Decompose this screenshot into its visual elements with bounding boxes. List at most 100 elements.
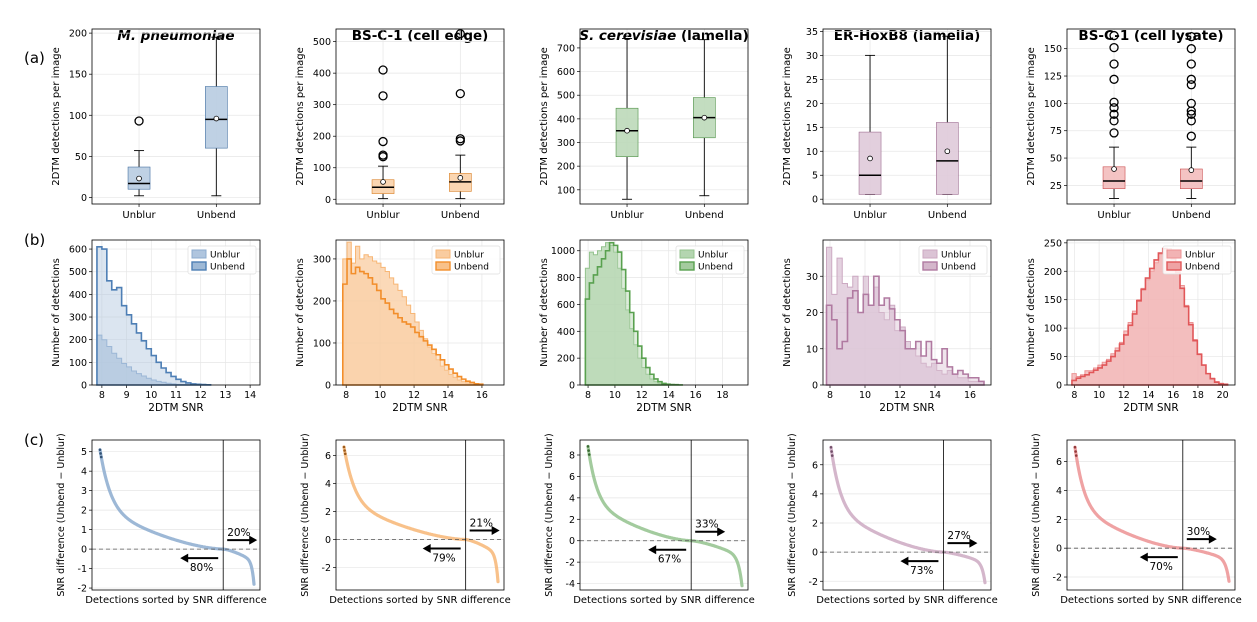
- x-tick-label: Unbend: [197, 210, 236, 221]
- y-axis-label: SNR difference (Unbend − Unblur): [544, 433, 555, 596]
- column-title-part: (lamella): [676, 28, 748, 44]
- mean-marker: [944, 148, 951, 155]
- axes-frame: [1066, 439, 1236, 591]
- y-tick-label: 8: [569, 451, 575, 462]
- y-tick-label: 400: [557, 114, 575, 125]
- x-tick-label: 16: [476, 390, 488, 401]
- outlier: [1186, 59, 1196, 69]
- y-tick-label: 2: [569, 515, 575, 526]
- legend-label-unblur: Unblur: [210, 251, 240, 261]
- y-tick-label: 0: [1056, 544, 1062, 555]
- y-tick-label: 200: [313, 132, 331, 143]
- y-axis-label: 2DTM detections per image: [295, 47, 306, 186]
- legend-label-unbend: Unbend: [941, 263, 976, 273]
- y-tick-label: 2: [81, 506, 87, 517]
- column-title: S. cerevisiae (lamella): [579, 28, 748, 44]
- y-axis-label: SNR difference (Unbend − Unblur): [300, 433, 311, 596]
- mean-marker: [457, 175, 464, 181]
- outlier: [1186, 116, 1196, 126]
- y-tick-label: 0: [325, 195, 331, 206]
- right-percent-label: 33%: [695, 519, 718, 531]
- y-tick-label: 600: [557, 67, 575, 78]
- left-percent-label: 79%: [432, 553, 455, 565]
- legend-swatch-unblur: [679, 249, 695, 259]
- outlier: [378, 150, 388, 160]
- x-tick-label: 14: [1142, 390, 1154, 401]
- legend-label-unbend: Unbend: [210, 263, 245, 273]
- y-axis-label: Number of detections: [539, 258, 550, 367]
- snr-difference-curve: [829, 445, 987, 585]
- column-title: ER-HoxB8 (lamella): [834, 28, 981, 44]
- y-tick-label: 0: [569, 381, 575, 392]
- outlier: [1109, 59, 1119, 69]
- y-tick-label: 600: [557, 300, 575, 311]
- right-arrow-head: [491, 526, 500, 536]
- x-tick-label: 16: [690, 390, 702, 401]
- x-axis-label: Detections sorted by SNR difference: [573, 595, 755, 606]
- legend-label-unblur: Unblur: [1185, 251, 1215, 261]
- y-tick-label: 6: [1056, 457, 1062, 468]
- row-label: (a): [24, 49, 45, 67]
- y-tick-label: 100: [313, 338, 331, 349]
- boxplot-facet: 0 5 10 15 20 25 30 35 Unblur Unbend 2DTM detection…: [782, 27, 992, 221]
- column-title-part: BS-C-1 (cell lysate): [1078, 28, 1223, 44]
- histogram-unbend: [341, 258, 484, 386]
- x-tick-label: 14: [244, 390, 256, 401]
- x-tick-label: Unbend: [441, 210, 480, 221]
- axes-frame: [335, 239, 505, 386]
- y-tick-label: 50: [1050, 352, 1062, 363]
- y-tick-label: 30: [806, 272, 818, 283]
- y-tick-label: 100: [69, 358, 87, 369]
- x-tick-label: 13: [219, 390, 231, 401]
- x-tick-label: 14: [929, 390, 941, 401]
- legend-label-unblur: Unblur: [454, 251, 484, 261]
- snr-difference-point: [1073, 445, 1077, 449]
- y-tick-label: 150: [1044, 44, 1062, 55]
- legend-swatch-unbend: [1166, 261, 1182, 271]
- y-axis-label: 2DTM detections per image: [51, 47, 62, 186]
- x-tick-label: 8: [343, 390, 349, 401]
- snr-difference-point: [830, 450, 833, 453]
- y-tick-label: 10: [806, 147, 818, 158]
- x-tick-label: 8: [99, 390, 105, 401]
- y-axis-label: SNR difference (Unbend − Unblur): [1031, 433, 1042, 596]
- left-percent-label: 73%: [910, 565, 933, 577]
- y-tick-label: 0: [812, 548, 818, 559]
- axes-frame: [822, 239, 992, 386]
- y-tick-label: 4: [569, 493, 575, 504]
- legend-swatch-unblur: [435, 249, 451, 259]
- x-axis-label: 2DTM SNR: [148, 402, 203, 414]
- x-tick-label: 14: [442, 390, 454, 401]
- y-tick-label: -2: [78, 584, 87, 595]
- outlier: [1186, 98, 1196, 109]
- y-tick-label: 300: [557, 138, 575, 149]
- right-percent-label: 21%: [470, 518, 493, 530]
- right-percent-label: 20%: [227, 527, 250, 539]
- x-tick-label: 8: [585, 390, 591, 401]
- left-percent-label: 70%: [1149, 561, 1172, 573]
- right-arrow-head: [969, 538, 978, 548]
- x-tick-label: 12: [408, 390, 420, 401]
- y-tick-label: -2: [566, 558, 575, 569]
- column-title: BS-C-1 (cell lysate): [1078, 28, 1223, 44]
- snr-difference-curve: [586, 444, 744, 588]
- y-axis-label: 2DTM detections per image: [539, 47, 550, 186]
- x-tick-label: 16: [964, 390, 976, 401]
- legend-label-unbend: Unbend: [698, 263, 733, 273]
- boxplot-facet: 0 50 100 150 200 Unblur Unbend 2DTM detections …: [51, 28, 261, 221]
- y-tick-label: 2: [1056, 515, 1062, 526]
- column-title-part: S. cerevisiae: [579, 28, 676, 44]
- box: [858, 131, 882, 195]
- column-title: BS-C-1 (cell edge): [352, 28, 489, 44]
- column-title: M. pneumoniae: [117, 28, 234, 44]
- legend-swatch-unblur: [191, 249, 207, 259]
- mean-marker: [1111, 166, 1117, 172]
- histogram-unblur: [342, 241, 480, 386]
- y-tick-label: 4: [81, 467, 87, 478]
- x-tick-label: 11: [170, 390, 182, 401]
- x-tick-label: Unblur: [610, 210, 644, 221]
- y-tick-label: 500: [557, 91, 575, 102]
- y-tick-label: 0: [1056, 381, 1062, 392]
